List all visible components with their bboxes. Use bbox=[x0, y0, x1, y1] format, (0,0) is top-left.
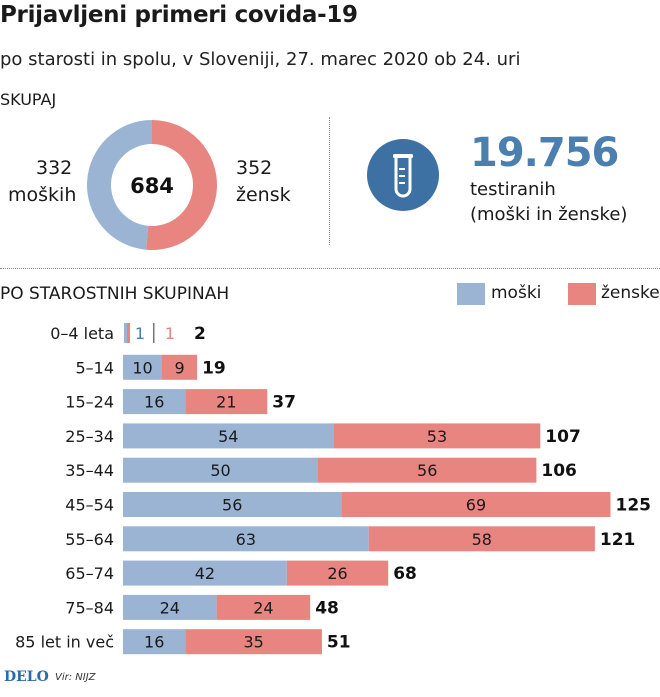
bar-total-value: 68 bbox=[393, 564, 417, 584]
bar-male-value: 56 bbox=[222, 496, 242, 515]
bar-female-value: 56 bbox=[417, 461, 437, 480]
category-label: 15–24 bbox=[65, 393, 114, 412]
chart-title: Prijavljeni primeri covida-19 bbox=[0, 2, 358, 28]
bar-female-value: 26 bbox=[327, 564, 347, 583]
tested-label: testiranih bbox=[470, 179, 556, 200]
bar-female-value: 1 bbox=[165, 324, 175, 343]
category-label: 0–4 leta bbox=[50, 324, 114, 343]
bar-total-value: 107 bbox=[545, 427, 581, 447]
bar-male-value: 50 bbox=[210, 461, 230, 480]
legend-male-swatch bbox=[457, 283, 485, 305]
bar-male-value: 16 bbox=[144, 393, 164, 412]
bar-male bbox=[123, 457, 318, 483]
legend-female-swatch bbox=[568, 283, 596, 305]
bar-total-value: 51 bbox=[327, 633, 351, 653]
bar-total-value: 37 bbox=[272, 393, 296, 413]
legend-male-label: moški bbox=[491, 283, 542, 303]
bar-male-value: 10 bbox=[132, 358, 152, 377]
bar-female-value: 24 bbox=[253, 598, 273, 617]
category-label: 75–84 bbox=[65, 598, 114, 617]
age-section-heading: PO STAROSTNIH SKUPINAH bbox=[0, 284, 230, 304]
category-label: 55–64 bbox=[65, 530, 114, 549]
bar-male bbox=[123, 423, 334, 449]
category-label: 45–54 bbox=[65, 496, 114, 515]
bar-female bbox=[162, 354, 198, 380]
bar-male-value: 24 bbox=[160, 598, 180, 617]
bar-female bbox=[368, 526, 595, 552]
category-label: 65–74 bbox=[65, 564, 114, 583]
donut-male-slice bbox=[86, 120, 152, 250]
category-label: 85 let in več bbox=[15, 633, 114, 652]
bar-female-value: 53 bbox=[427, 427, 447, 446]
female-total-value: 352 bbox=[236, 157, 273, 179]
bar-female-value: 21 bbox=[216, 393, 236, 412]
bar-female bbox=[286, 560, 389, 586]
male-total-label: moških bbox=[8, 184, 77, 206]
donut-female-slice bbox=[146, 120, 217, 250]
bar-male bbox=[123, 492, 342, 517]
bar-female bbox=[185, 629, 322, 655]
bar-female-value: 9 bbox=[174, 358, 184, 377]
bar-total-value: 19 bbox=[202, 358, 226, 378]
legend-female-label: ženske bbox=[601, 283, 660, 303]
bar-female-value: 35 bbox=[243, 633, 263, 652]
bar-male bbox=[123, 629, 186, 655]
bar-male-value: 16 bbox=[144, 633, 164, 652]
test-tube-icon bbox=[367, 139, 439, 211]
category-label: 5–14 bbox=[75, 358, 114, 377]
publisher-logo: DELO bbox=[4, 669, 49, 685]
source-note: Vir: NIJZ bbox=[55, 672, 96, 683]
total-donut-chart: 684 bbox=[86, 120, 217, 250]
bar-male bbox=[123, 560, 287, 586]
chart-subtitle: po starosti in spolu, v Sloveniji, 27. m… bbox=[0, 49, 521, 70]
bar-male-value: 54 bbox=[218, 427, 238, 446]
bar-separator bbox=[153, 323, 155, 343]
male-total-value: 332 bbox=[36, 157, 73, 179]
bar-total-value: 121 bbox=[600, 530, 636, 550]
bar-male bbox=[123, 594, 217, 620]
bar-male bbox=[123, 389, 186, 415]
bar-total-value: 2 bbox=[194, 324, 206, 344]
bar-male-value: 1 bbox=[135, 324, 145, 343]
female-total-label: žensk bbox=[236, 184, 291, 206]
bar-male bbox=[124, 323, 127, 343]
bar-female bbox=[318, 457, 537, 483]
bar-female bbox=[216, 594, 311, 620]
bar-male-value: 42 bbox=[195, 564, 215, 583]
bar-total-value: 48 bbox=[315, 598, 339, 618]
section-divider-vertical bbox=[329, 117, 330, 245]
bar-total-value: 106 bbox=[541, 461, 577, 481]
bar-female bbox=[127, 323, 130, 343]
bar-male-value: 63 bbox=[236, 530, 256, 549]
tested-count: 19.756 bbox=[470, 130, 619, 176]
total-section-heading: SKUPAJ bbox=[0, 90, 57, 109]
bar-female-value: 58 bbox=[472, 530, 492, 549]
bar-male bbox=[123, 526, 369, 552]
bar-male bbox=[123, 354, 162, 380]
bar-female bbox=[341, 492, 611, 517]
section-divider-horizontal bbox=[0, 268, 660, 269]
donut-total-label: 684 bbox=[130, 174, 174, 198]
bar-female bbox=[333, 423, 541, 449]
bar-total-value: 125 bbox=[616, 496, 652, 516]
tested-sublabel: (moški in ženske) bbox=[470, 204, 628, 225]
bar-female bbox=[185, 389, 268, 415]
category-label: 35–44 bbox=[65, 461, 114, 480]
bar-female-value: 69 bbox=[466, 496, 486, 515]
category-label: 25–34 bbox=[65, 427, 114, 446]
